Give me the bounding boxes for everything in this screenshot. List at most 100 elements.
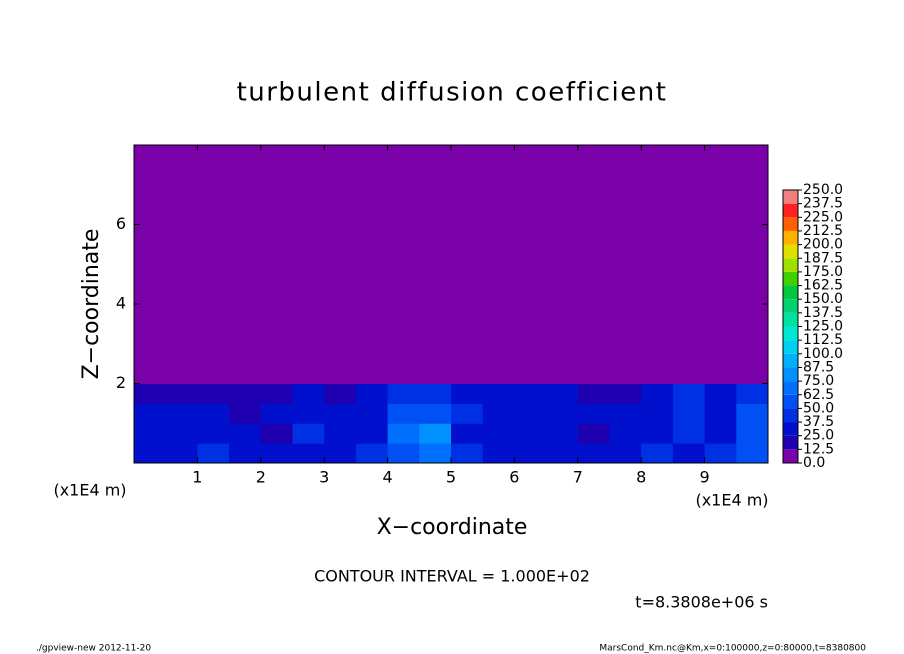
field-cell [165,145,198,384]
field-cell [292,403,325,424]
field-cell [134,383,167,404]
colorbar-box [783,449,798,463]
x-tick-label: 7 [573,468,583,487]
field-cell [482,383,515,404]
field-cell [577,383,610,404]
field-cell [229,423,262,444]
colorbar-box [783,258,798,272]
field-cell [355,423,389,444]
colorbar-label: 250.0 [803,182,843,198]
field-cell [577,145,610,384]
field-cell [451,443,484,464]
field-cell [229,443,262,464]
field-cell [134,403,167,424]
x-tick-label: 8 [636,468,646,487]
y-axis-label: Z−coordinate [79,229,104,380]
field-cell [672,383,706,404]
colorbar-box [783,326,798,341]
field-cell [609,423,642,444]
field-cell [546,423,579,444]
colorbar-label: 0.0 [803,455,825,471]
field-cell [482,423,515,444]
field-cell [355,145,389,384]
x-tick-label: 5 [446,468,456,487]
field-cell [197,383,230,404]
field-cell [546,383,579,404]
x-tick-label: 2 [256,468,266,487]
colorbar-label: 25.0 [803,428,834,444]
footer: MarsCond_Km.nc@Km,x=0:100000,z=0:80000,t… [599,644,866,654]
field-cell [355,443,389,464]
field-cell [546,403,579,424]
field-cell [704,443,737,464]
field-cell [736,403,769,424]
field-cell [387,403,420,424]
field-cell [387,443,420,464]
colorbar-label: 162.5 [803,278,843,294]
field-cell [546,443,579,464]
colorbar-box [783,230,798,245]
colorbar-label: 225.0 [803,209,843,225]
colorbar-label: 212.5 [803,223,843,239]
footer: ./gpview-new 2012-11-20 [36,644,151,654]
field-cell [292,383,325,404]
x-tick-label: 3 [319,468,329,487]
field-cell [482,145,515,384]
field-cell [387,423,420,444]
colorbar-label: 150.0 [803,291,843,307]
colorbar-box [783,353,798,368]
chart-title: turbulent diffusion coefficient [237,78,668,108]
field-cell [736,145,769,384]
field-cell [197,403,230,424]
field-cell [546,145,579,384]
field-cell [672,403,706,424]
colorbar-label: 200.0 [803,237,843,253]
colorbar-box [783,244,798,259]
field-cell [451,423,484,444]
field-cell [641,145,674,384]
field-cell [641,403,674,424]
field-cell [165,383,198,404]
colorbar-box [783,435,798,450]
y-tick-label: 6 [116,214,126,233]
field-cell [324,403,357,424]
x-axis-label: X−coordinate [377,515,528,540]
colorbar-label: 37.5 [803,414,834,430]
field-cell [134,443,167,464]
colorbar-label: 75.0 [803,373,834,389]
field-cell [165,403,198,424]
field-cell [451,145,484,384]
field-cell [609,443,642,464]
field-cell [260,403,293,424]
field-cell [736,383,769,404]
field-cell [672,423,706,444]
field-cell [514,403,547,424]
field-cell [451,403,484,424]
colorbar-box [783,271,798,286]
colorbar-label: 137.5 [803,305,843,321]
colorbar-box [783,299,798,313]
x-unit: (x1E4 m) [53,481,126,500]
field-cell [419,403,452,424]
x-tick-label: 9 [700,468,710,487]
field-cell [165,443,198,464]
field-cell [641,383,674,404]
field-cell [260,145,293,384]
field-cell [482,443,515,464]
field-cell [197,443,230,464]
field-cell [641,423,674,444]
colorbar-label: 87.5 [803,359,834,375]
field-cell [704,383,737,404]
colorbar-box [783,408,798,423]
field-cell [672,145,706,384]
colorbar-label: 187.5 [803,250,843,266]
colorbar-label: 112.5 [803,332,843,348]
colorbar-box [783,312,798,327]
colorbar-box [783,394,798,409]
field-cell [260,423,293,444]
colorbar-label: 175.0 [803,264,843,280]
time-label: t=8.3808e+06 s [635,593,768,612]
field-cell [482,403,515,424]
field-cell [419,383,452,404]
